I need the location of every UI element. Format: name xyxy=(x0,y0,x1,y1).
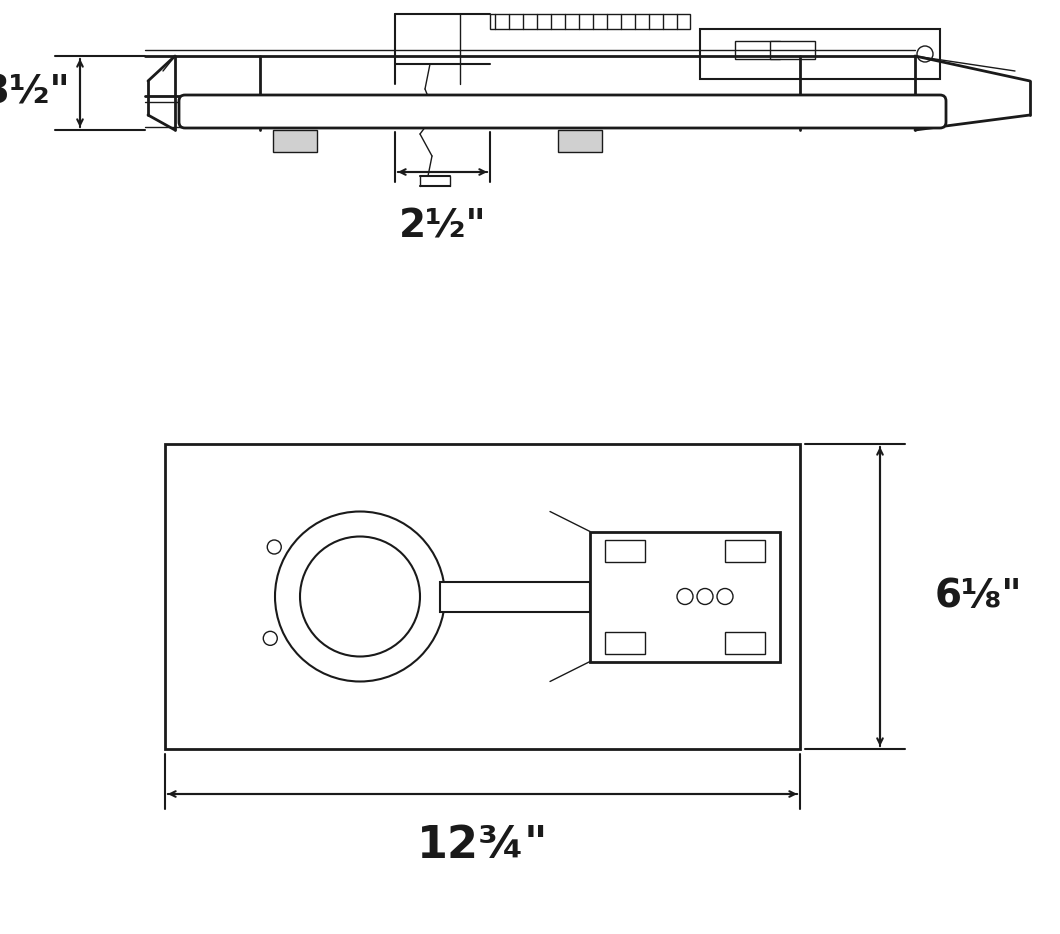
Circle shape xyxy=(717,588,734,604)
Bar xyxy=(440,582,590,612)
Circle shape xyxy=(300,536,420,657)
Text: 6⅛": 6⅛" xyxy=(935,577,1023,616)
Bar xyxy=(725,631,765,654)
Circle shape xyxy=(263,631,278,645)
Circle shape xyxy=(917,46,933,62)
Bar xyxy=(165,444,800,749)
Bar xyxy=(558,130,602,152)
Bar xyxy=(605,540,644,561)
Text: 12¾": 12¾" xyxy=(417,824,548,867)
Circle shape xyxy=(697,588,713,604)
Circle shape xyxy=(275,512,445,682)
FancyBboxPatch shape xyxy=(179,95,946,128)
Bar xyxy=(735,41,780,59)
Bar xyxy=(700,29,940,79)
Circle shape xyxy=(677,588,693,604)
Circle shape xyxy=(267,540,281,554)
Bar xyxy=(770,41,815,59)
Bar xyxy=(273,130,317,152)
Bar xyxy=(490,14,690,29)
Bar xyxy=(590,531,780,661)
Bar xyxy=(725,540,765,561)
Text: 2½": 2½" xyxy=(399,207,487,245)
Bar xyxy=(605,631,644,654)
Text: 3½": 3½" xyxy=(0,74,70,112)
